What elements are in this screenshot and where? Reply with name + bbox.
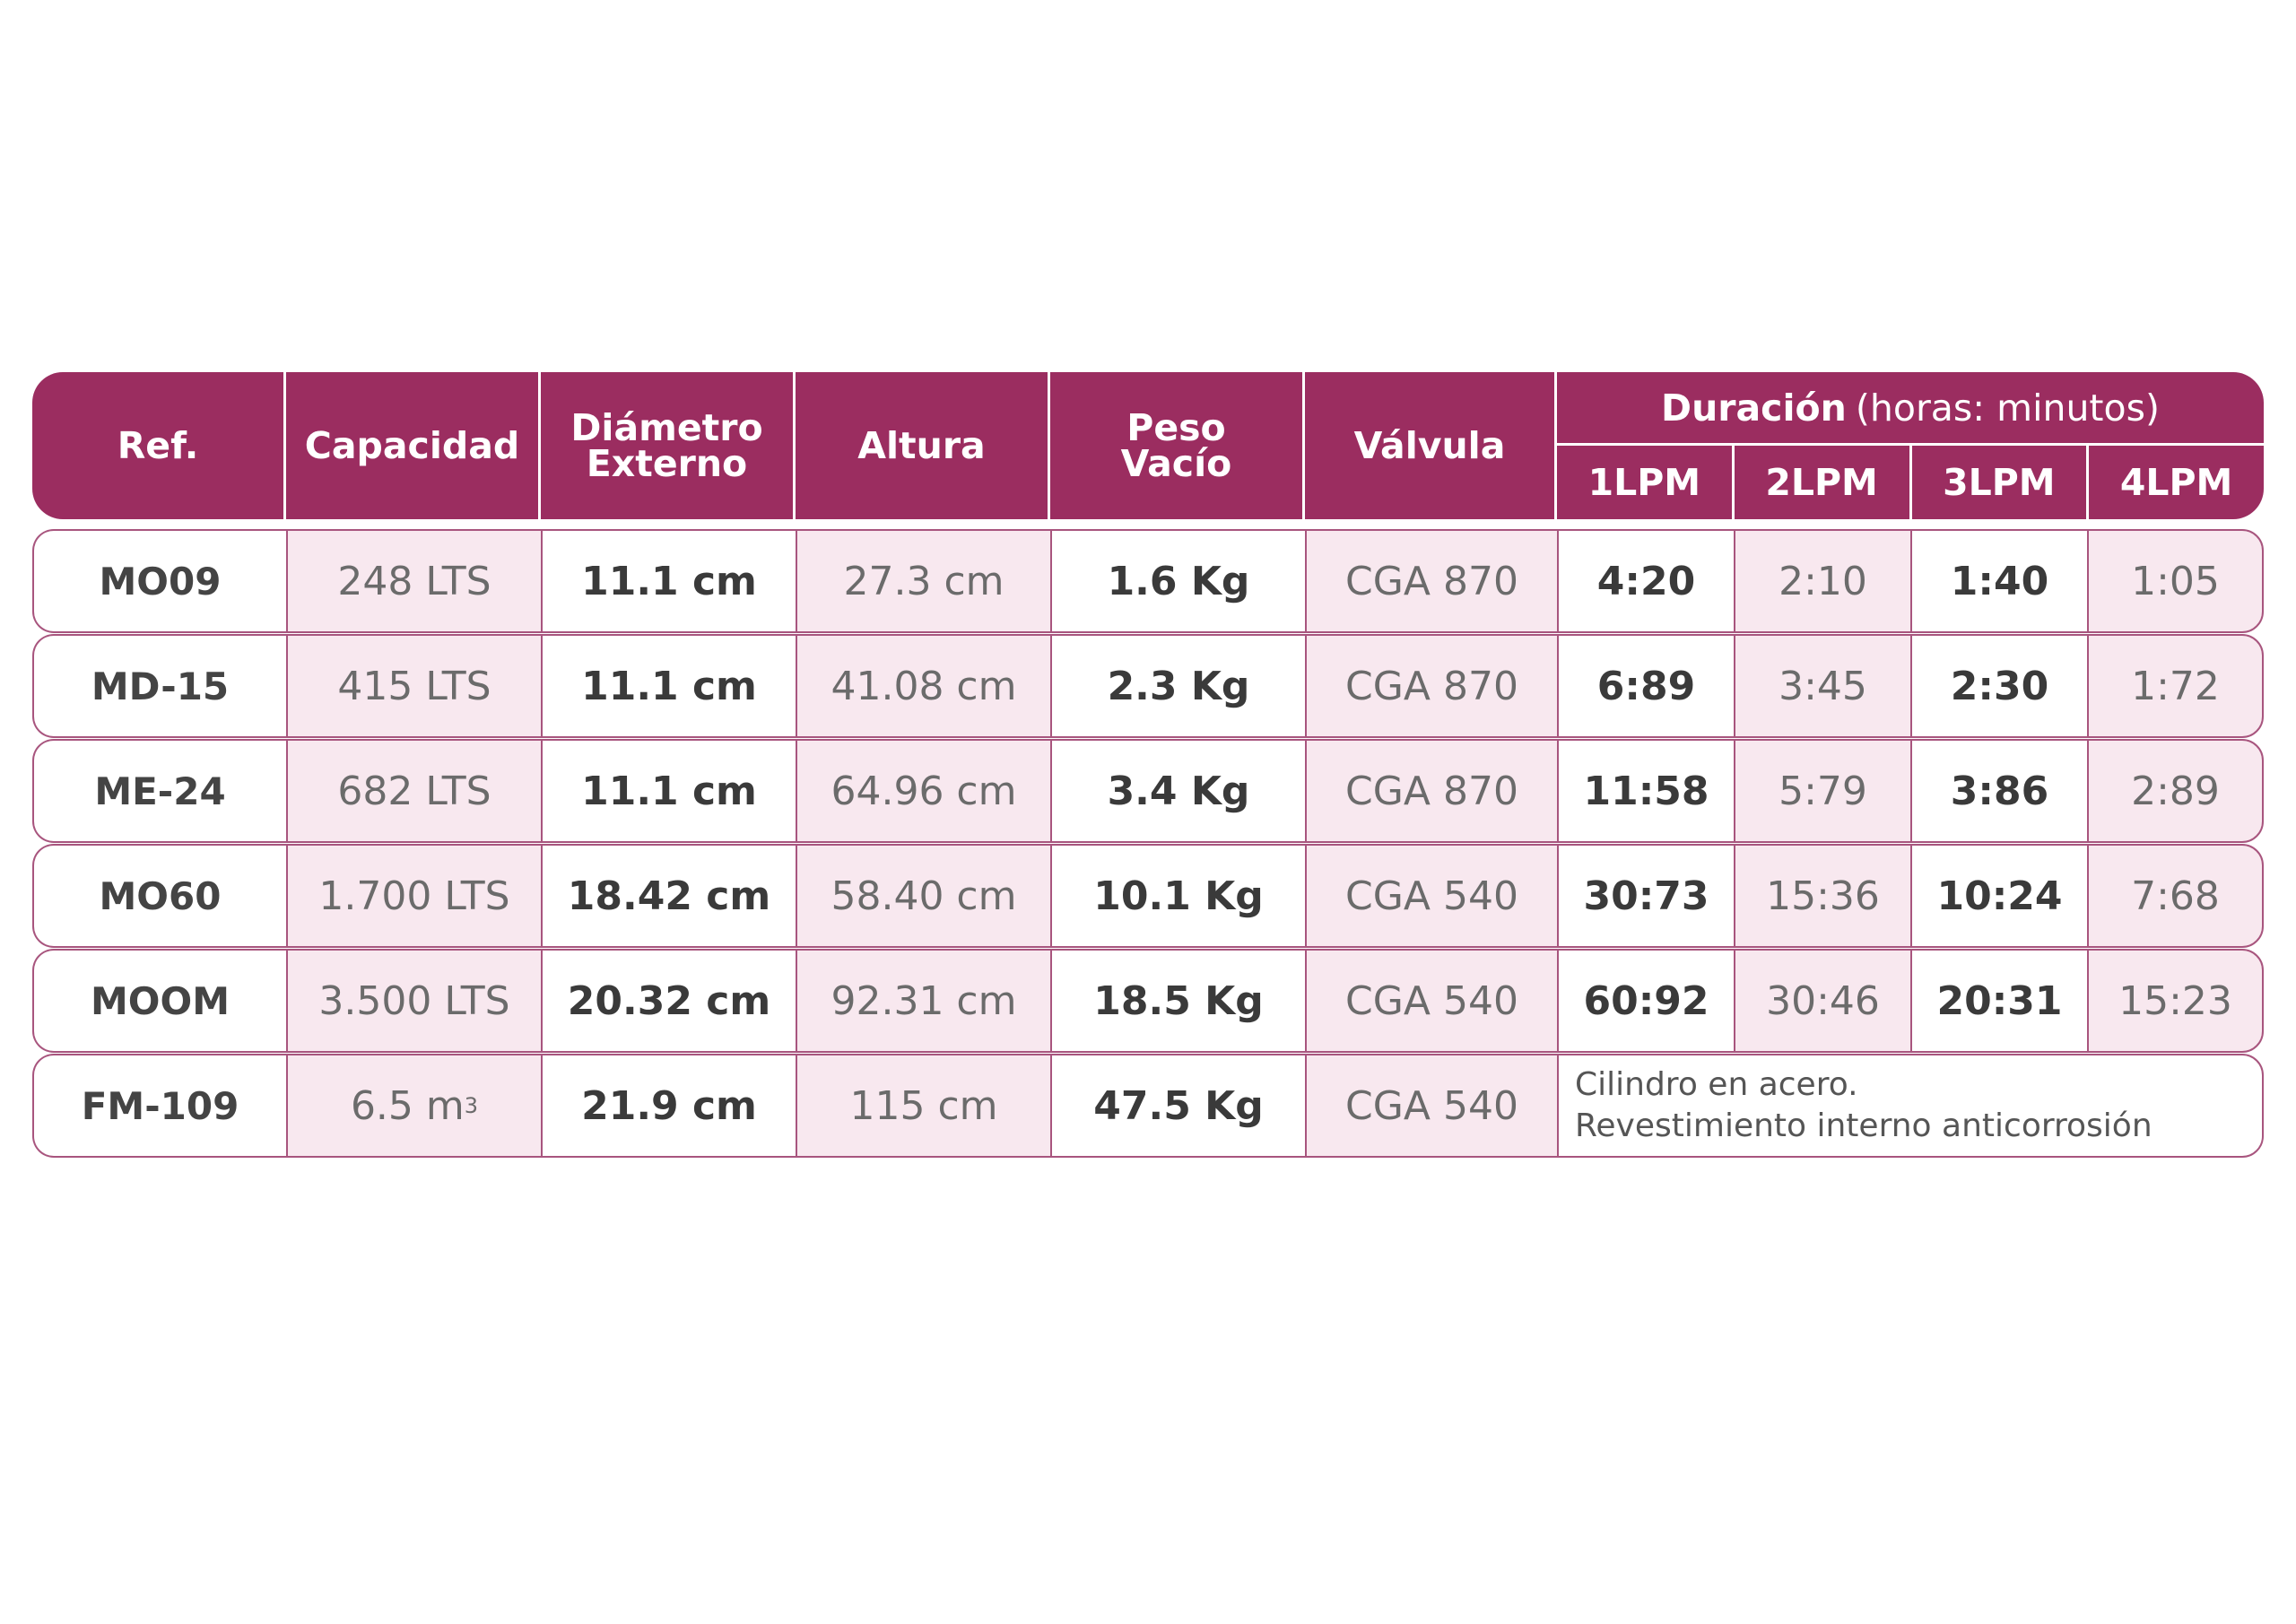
cell-valvula: CGA 540 [1305,844,1557,948]
cell-duracion-1: 6:89 [1557,634,1734,738]
cell-note: Cilindro en acero. Revestimiento interno… [1557,1054,2264,1158]
note-line-2: Revestimiento interno anticorrosión [1575,1107,2152,1144]
cell-ref: MOOM [32,949,286,1053]
note-line-1: Cilindro en acero. [1575,1066,1858,1103]
cell-diametro: 11.1 cm [541,634,796,738]
cell-altura: 64.96 cm [796,739,1050,843]
cell-duracion-4: 2:89 [2087,739,2264,843]
cell-ref: ME-24 [32,739,286,843]
cell-capacidad: 415 LTS [286,634,541,738]
header-diametro-line2: Externo [586,442,748,485]
cell-valvula: CGA 540 [1305,1054,1557,1158]
cell-altura: 115 cm [796,1054,1050,1158]
cell-valvula: CGA 540 [1305,949,1557,1053]
cell-duracion-3: 1:40 [1910,529,2087,633]
header-ref: Ref. [32,372,286,519]
cell-altura: 58.40 cm [796,844,1050,948]
cell-duracion-2: 5:79 [1734,739,1910,843]
cell-peso: 18.5 Kg [1050,949,1305,1053]
cell-capacidad: 1.700 LTS [286,844,541,948]
header-duracion-label: Duración [1661,386,1847,430]
cell-diametro: 11.1 cm [541,529,796,633]
header-duracion-group: Duración (horas: minutos) 1LPM 2LPM 3LPM… [1557,372,2264,519]
header-diametro-line1: Diámetro [570,406,763,449]
header-capacidad: Capacidad [286,372,541,519]
table-row: ME-24 682 LTS 11.1 cm 64.96 cm 3.4 Kg CG… [32,739,2264,843]
cell-valvula: CGA 870 [1305,529,1557,633]
cell-duracion-2: 30:46 [1734,949,1910,1053]
header-diametro: Diámetro Externo [541,372,796,519]
header-altura: Altura [796,372,1050,519]
table-row: MO60 1.700 LTS 18.42 cm 58.40 cm 10.1 Kg… [32,844,2264,948]
cell-duracion-4: 1:05 [2087,529,2264,633]
header-duracion-unit: (horas: minutos) [1855,386,2160,430]
cell-duracion-1: 11:58 [1557,739,1734,843]
header-lpm-1: 1LPM [1557,446,1735,519]
cell-capacidad: 248 LTS [286,529,541,633]
cell-diametro: 20.32 cm [541,949,796,1053]
cell-altura: 41.08 cm [796,634,1050,738]
header-duracion: Duración (horas: minutos) [1557,372,2264,446]
header-valvula: Válvula [1305,372,1557,519]
header-lpm-2: 2LPM [1735,446,1912,519]
cell-duracion-2: 2:10 [1734,529,1910,633]
cell-duracion-2: 15:36 [1734,844,1910,948]
cell-valvula: CGA 870 [1305,739,1557,843]
cell-ref: MO09 [32,529,286,633]
table-row: MOOM 3.500 LTS 20.32 cm 92.31 cm 18.5 Kg… [32,949,2264,1053]
cell-duracion-2: 3:45 [1734,634,1910,738]
cell-peso: 1.6 Kg [1050,529,1305,633]
header-lpm-3: 3LPM [1912,446,2090,519]
cell-ref: MD-15 [32,634,286,738]
header-peso: Peso Vacío [1050,372,1305,519]
cell-valvula: CGA 870 [1305,634,1557,738]
cell-peso: 47.5 Kg [1050,1054,1305,1158]
table-header: Ref. Capacidad Diámetro Externo Altura Pe… [32,372,2264,519]
table-row: MD-15 415 LTS 11.1 cm 41.08 cm 2.3 Kg CG… [32,634,2264,738]
cell-duracion-4: 7:68 [2087,844,2264,948]
cell-duracion-1: 30:73 [1557,844,1734,948]
cell-duracion-1: 60:92 [1557,949,1734,1053]
table-row: MO09 248 LTS 11.1 cm 27.3 cm 1.6 Kg CGA … [32,529,2264,633]
cell-peso: 2.3 Kg [1050,634,1305,738]
cell-duracion-3: 10:24 [1910,844,2087,948]
cell-ref: FM-109 [32,1054,286,1158]
cell-altura: 92.31 cm [796,949,1050,1053]
cell-capacidad: 3.500 LTS [286,949,541,1053]
header-lpm-row: 1LPM 2LPM 3LPM 4LPM [1557,446,2264,519]
header-peso-line2: Vacío [1120,442,1232,485]
cell-diametro: 21.9 cm [541,1054,796,1158]
cell-duracion-3: 3:86 [1910,739,2087,843]
cell-capacidad-exponent: 3 [464,1093,479,1118]
cell-capacidad-value: 6.5 m [350,1082,465,1129]
cell-peso: 10.1 Kg [1050,844,1305,948]
cell-diametro: 11.1 cm [541,739,796,843]
cell-duracion-3: 2:30 [1910,634,2087,738]
cell-duracion-3: 20:31 [1910,949,2087,1053]
cell-capacidad: 682 LTS [286,739,541,843]
cell-duracion-1: 4:20 [1557,529,1734,633]
cell-altura: 27.3 cm [796,529,1050,633]
header-lpm-4: 4LPM [2119,461,2233,504]
table-body: MO09 248 LTS 11.1 cm 27.3 cm 1.6 Kg CGA … [32,529,2264,1159]
cell-ref: MO60 [32,844,286,948]
header-peso-line1: Peso [1126,406,1226,449]
cell-diametro: 18.42 cm [541,844,796,948]
cell-duracion-4: 1:72 [2087,634,2264,738]
cell-duracion-4: 15:23 [2087,949,2264,1053]
cell-peso: 3.4 Kg [1050,739,1305,843]
